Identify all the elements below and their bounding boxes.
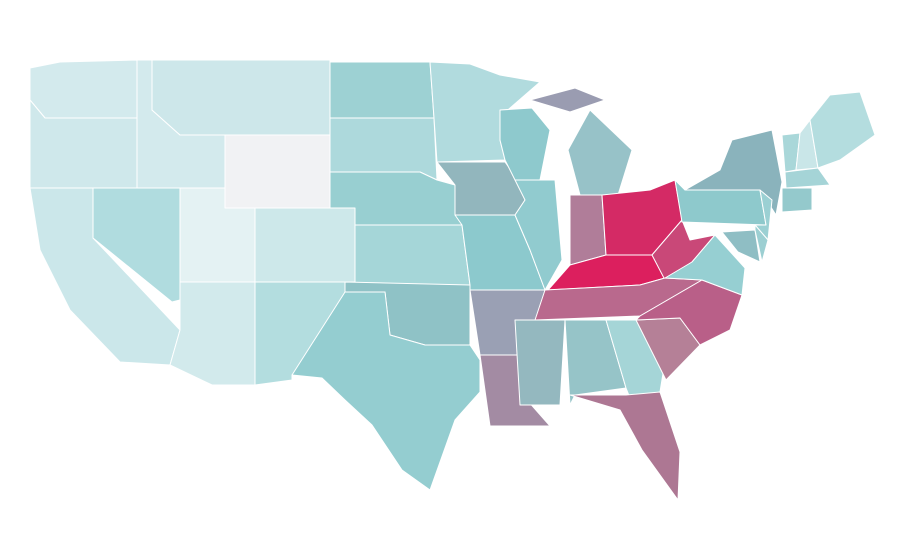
state-region	[169, 281, 256, 386]
state-region	[564, 319, 627, 406]
state-region	[809, 91, 876, 169]
state-region	[754, 224, 769, 263]
state-region	[329, 61, 435, 119]
state-region	[514, 179, 563, 291]
state-region	[224, 134, 331, 209]
state-region	[781, 187, 813, 213]
state-region	[569, 194, 607, 266]
state-region	[664, 234, 746, 296]
state-region	[254, 207, 356, 283]
state-region	[784, 167, 831, 189]
state-region	[29, 59, 138, 119]
state-region	[354, 224, 471, 286]
state-region	[151, 59, 331, 136]
state-region	[529, 87, 606, 113]
state-region	[329, 117, 438, 181]
state-region	[567, 109, 633, 196]
state-region	[569, 391, 681, 501]
state-region	[721, 229, 761, 263]
state-region	[514, 319, 566, 406]
state-region	[291, 291, 481, 491]
